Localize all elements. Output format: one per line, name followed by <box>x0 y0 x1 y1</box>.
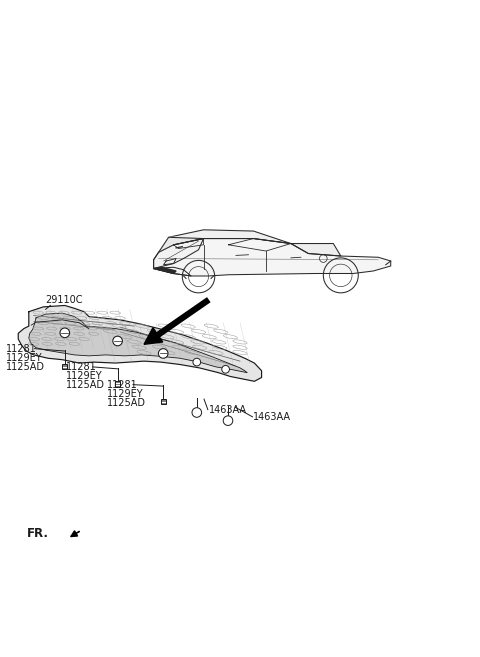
Polygon shape <box>154 267 176 273</box>
Circle shape <box>223 416 233 426</box>
Polygon shape <box>29 313 247 373</box>
Text: 1463AA: 1463AA <box>209 405 247 415</box>
Text: 1463AA: 1463AA <box>253 412 291 422</box>
Polygon shape <box>154 238 204 269</box>
Circle shape <box>222 365 229 373</box>
Circle shape <box>192 408 202 417</box>
Text: 1129EY: 1129EY <box>6 353 42 363</box>
Text: 1125AD: 1125AD <box>66 380 105 390</box>
Text: 1125AD: 1125AD <box>6 362 45 372</box>
Polygon shape <box>168 230 291 245</box>
Text: 1129EY: 1129EY <box>107 389 143 399</box>
Polygon shape <box>291 244 341 256</box>
Polygon shape <box>144 328 163 344</box>
FancyBboxPatch shape <box>161 399 166 404</box>
Circle shape <box>193 358 201 366</box>
Text: 29110C: 29110C <box>46 296 83 306</box>
Text: 11281: 11281 <box>6 344 36 354</box>
FancyBboxPatch shape <box>62 363 67 369</box>
FancyBboxPatch shape <box>115 381 120 387</box>
Text: FR.: FR. <box>26 528 48 541</box>
Circle shape <box>60 328 70 338</box>
Text: 1125AD: 1125AD <box>107 398 145 408</box>
Text: 1129EY: 1129EY <box>66 371 103 381</box>
Text: 11281: 11281 <box>66 362 97 372</box>
Text: 11281: 11281 <box>107 380 137 390</box>
Polygon shape <box>18 306 262 381</box>
Circle shape <box>113 336 122 346</box>
Circle shape <box>158 349 168 358</box>
Polygon shape <box>154 238 391 276</box>
Polygon shape <box>158 237 204 252</box>
